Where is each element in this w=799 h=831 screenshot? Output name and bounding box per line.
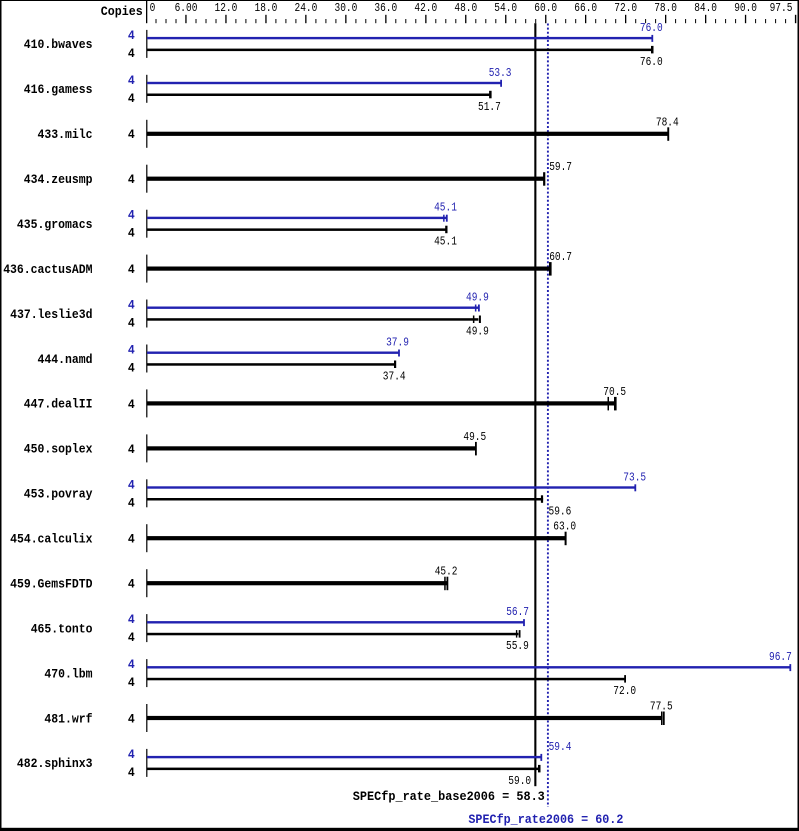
svg-text:4: 4 bbox=[128, 127, 135, 142]
svg-text:49.9: 49.9 bbox=[466, 291, 489, 305]
svg-text:4: 4 bbox=[128, 343, 135, 358]
svg-text:45.1: 45.1 bbox=[434, 235, 457, 249]
svg-text:72.0: 72.0 bbox=[613, 684, 636, 698]
svg-text:54.0: 54.0 bbox=[494, 1, 517, 15]
svg-text:450.soplex: 450.soplex bbox=[24, 442, 93, 457]
svg-text:436.cactusADM: 436.cactusADM bbox=[3, 262, 92, 277]
svg-text:76.0: 76.0 bbox=[640, 21, 663, 35]
svg-text:4: 4 bbox=[128, 442, 135, 457]
svg-text:97.5: 97.5 bbox=[770, 1, 793, 15]
svg-text:454.calculix: 454.calculix bbox=[10, 532, 93, 547]
svg-text:482.sphinx3: 482.sphinx3 bbox=[17, 756, 93, 771]
svg-text:4: 4 bbox=[128, 208, 135, 223]
svg-text:59.6: 59.6 bbox=[549, 504, 572, 518]
svg-text:76.0: 76.0 bbox=[640, 55, 663, 69]
svg-text:4: 4 bbox=[128, 711, 135, 726]
svg-text:4: 4 bbox=[128, 397, 135, 412]
svg-text:37.9: 37.9 bbox=[386, 336, 409, 350]
svg-text:4: 4 bbox=[128, 495, 135, 510]
svg-text:4: 4 bbox=[128, 172, 135, 187]
svg-text:465.tonto: 465.tonto bbox=[31, 621, 93, 636]
svg-text:4: 4 bbox=[128, 46, 135, 61]
svg-text:63.0: 63.0 bbox=[553, 520, 576, 534]
svg-text:0: 0 bbox=[150, 1, 156, 15]
svg-text:59.4: 59.4 bbox=[549, 740, 572, 754]
svg-text:4: 4 bbox=[128, 477, 135, 492]
svg-text:66.0: 66.0 bbox=[574, 1, 597, 15]
svg-text:437.leslie3d: 437.leslie3d bbox=[10, 307, 92, 322]
svg-text:4: 4 bbox=[128, 657, 135, 672]
svg-text:459.GemsFDTD: 459.GemsFDTD bbox=[10, 577, 93, 592]
svg-text:78.0: 78.0 bbox=[654, 1, 677, 15]
svg-text:416.gamess: 416.gamess bbox=[24, 82, 93, 97]
svg-text:4: 4 bbox=[128, 316, 135, 331]
svg-text:78.4: 78.4 bbox=[656, 115, 679, 129]
svg-text:60.0: 60.0 bbox=[534, 1, 557, 15]
svg-text:36.0: 36.0 bbox=[374, 1, 397, 15]
svg-text:4: 4 bbox=[128, 361, 135, 376]
svg-text:Copies: Copies bbox=[101, 4, 143, 19]
svg-text:48.0: 48.0 bbox=[454, 1, 477, 15]
svg-text:6.00: 6.00 bbox=[175, 1, 198, 15]
svg-text:56.7: 56.7 bbox=[506, 605, 529, 619]
svg-text:4: 4 bbox=[128, 577, 135, 592]
svg-text:470.lbm: 470.lbm bbox=[44, 666, 92, 681]
svg-text:4: 4 bbox=[128, 91, 135, 106]
svg-text:73.5: 73.5 bbox=[623, 470, 646, 484]
svg-text:12.0: 12.0 bbox=[215, 1, 238, 15]
svg-text:4: 4 bbox=[128, 765, 135, 780]
svg-text:4: 4 bbox=[128, 747, 135, 762]
svg-text:24.0: 24.0 bbox=[295, 1, 318, 15]
svg-text:447.dealII: 447.dealII bbox=[24, 397, 93, 412]
svg-text:4: 4 bbox=[128, 73, 135, 88]
svg-text:70.5: 70.5 bbox=[603, 385, 626, 399]
svg-text:435.gromacs: 435.gromacs bbox=[17, 217, 93, 232]
svg-text:4: 4 bbox=[128, 612, 135, 627]
svg-text:59.7: 59.7 bbox=[549, 160, 572, 174]
svg-text:49.9: 49.9 bbox=[466, 325, 489, 339]
svg-text:453.povray: 453.povray bbox=[24, 487, 93, 502]
svg-text:444.namd: 444.namd bbox=[38, 352, 93, 367]
svg-text:433.milc: 433.milc bbox=[38, 127, 93, 142]
svg-text:SPECfp_rate2006 = 60.2: SPECfp_rate2006 = 60.2 bbox=[468, 812, 623, 827]
svg-text:4: 4 bbox=[128, 532, 135, 547]
svg-text:4: 4 bbox=[128, 226, 135, 241]
svg-text:4: 4 bbox=[128, 28, 135, 43]
svg-text:481.wrf: 481.wrf bbox=[44, 711, 92, 726]
svg-text:42.0: 42.0 bbox=[414, 1, 437, 15]
svg-text:72.0: 72.0 bbox=[614, 1, 637, 15]
svg-text:4: 4 bbox=[128, 630, 135, 645]
svg-text:90.0: 90.0 bbox=[734, 1, 757, 15]
svg-text:4: 4 bbox=[128, 675, 135, 690]
svg-text:37.4: 37.4 bbox=[383, 370, 406, 384]
svg-text:77.5: 77.5 bbox=[650, 700, 673, 714]
svg-text:18.0: 18.0 bbox=[255, 1, 278, 15]
svg-text:45.2: 45.2 bbox=[435, 565, 458, 579]
svg-text:434.zeusmp: 434.zeusmp bbox=[24, 172, 93, 187]
svg-text:SPECfp_rate_base2006 = 58.3: SPECfp_rate_base2006 = 58.3 bbox=[353, 789, 545, 804]
svg-text:96.7: 96.7 bbox=[769, 650, 792, 664]
svg-text:55.9: 55.9 bbox=[506, 639, 529, 653]
svg-text:4: 4 bbox=[128, 262, 135, 277]
svg-text:30.0: 30.0 bbox=[335, 1, 358, 15]
svg-text:49.5: 49.5 bbox=[463, 430, 486, 444]
svg-text:4: 4 bbox=[128, 298, 135, 313]
svg-text:53.3: 53.3 bbox=[489, 66, 512, 80]
svg-text:45.1: 45.1 bbox=[434, 201, 457, 215]
svg-text:84.0: 84.0 bbox=[694, 1, 717, 15]
svg-text:59.0: 59.0 bbox=[508, 774, 531, 788]
svg-text:410.bwaves: 410.bwaves bbox=[24, 37, 93, 52]
svg-text:60.7: 60.7 bbox=[549, 250, 572, 264]
svg-text:51.7: 51.7 bbox=[478, 100, 501, 114]
